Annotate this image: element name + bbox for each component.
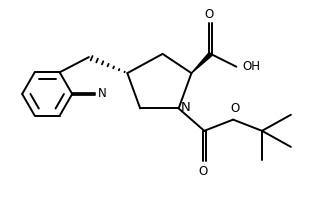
Text: O: O: [231, 103, 240, 116]
Text: N: N: [181, 101, 191, 114]
Text: N: N: [98, 88, 106, 101]
Polygon shape: [192, 52, 212, 73]
Text: O: O: [204, 8, 214, 21]
Text: O: O: [198, 165, 207, 178]
Text: OH: OH: [242, 60, 260, 73]
